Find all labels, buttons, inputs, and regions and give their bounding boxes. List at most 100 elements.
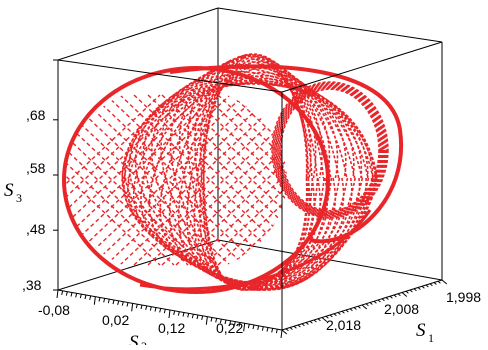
axis-tick [377, 299, 381, 303]
axis-tick [341, 310, 345, 314]
axis-tick [433, 282, 437, 285]
trajectory-outline-top [169, 64, 404, 244]
y-axis-label: S [129, 332, 139, 345]
axis-tick [309, 320, 313, 324]
axis-tick [289, 327, 293, 330]
z-axis-label: S [4, 180, 14, 201]
axis-tick [121, 301, 124, 306]
axis-tick [397, 293, 401, 297]
axis-tick [135, 304, 138, 309]
axis-tick [313, 319, 317, 323]
axis-tick [321, 317, 328, 322]
axis-ticks [53, 59, 448, 339]
y-tick-label: 0,22 [216, 320, 243, 336]
axis-tick [393, 294, 397, 298]
z-tick-label: ,68 [26, 107, 46, 123]
axis-tick [173, 310, 176, 315]
x-tick-label: 2,008 [384, 301, 419, 317]
trajectory-rear-loop [271, 81, 389, 219]
axis-tick [159, 308, 162, 313]
axis-tick [437, 280, 441, 284]
x-tick-label: 1,998 [446, 289, 481, 305]
z-tick-label: ,58 [26, 160, 46, 176]
z-axis-label-sub: 3 [16, 191, 22, 205]
box-edge [57, 7, 219, 61]
box-edge [57, 59, 283, 93]
axis-tick [65, 291, 68, 296]
axis-tick [89, 295, 92, 300]
y-tick-label: -0,08 [38, 302, 70, 318]
axis-tick [409, 289, 413, 293]
axis-tick [280, 329, 283, 339]
axis-tick [75, 293, 78, 298]
axis-tick [154, 307, 157, 312]
axis-tick [205, 316, 208, 325]
axis-tick [401, 292, 408, 297]
axis-tick [301, 323, 305, 327]
axis-tick [163, 309, 166, 314]
axis-tick [271, 328, 274, 333]
axis-tick [191, 314, 194, 319]
axis-tick [417, 287, 421, 290]
y-tick-label: 0,12 [158, 320, 185, 336]
axis-tick [84, 294, 87, 300]
axis-tick [168, 309, 171, 319]
axis-tick [425, 284, 429, 288]
axis-tick [229, 320, 232, 325]
axis-tick [345, 309, 349, 313]
axis-tick [369, 302, 373, 305]
axis-tick [182, 312, 185, 317]
axis-tick [305, 322, 309, 325]
axis-tick [187, 313, 190, 318]
axis-tick [238, 322, 241, 327]
axis-tick [333, 313, 337, 317]
axis-tick [243, 323, 246, 332]
z-tick-label: ,38 [22, 277, 42, 293]
axis-tick [145, 305, 148, 310]
axis-tick [61, 290, 64, 295]
axis-tick [261, 326, 264, 331]
axis-tick [70, 292, 73, 297]
z-tick-label: ,48 [26, 221, 46, 237]
axis-tick [56, 289, 59, 299]
axis-tick [357, 305, 361, 309]
axis-tick [196, 314, 199, 320]
axis-tick [112, 299, 115, 305]
axis-tick [281, 329, 288, 335]
axis-tick [149, 306, 152, 311]
axis-tick [353, 307, 357, 310]
axis-tick [325, 315, 329, 319]
box-edge [281, 41, 443, 93]
x-axis-label: S [416, 320, 426, 341]
axis-tick [297, 324, 301, 328]
axis-tick [266, 327, 269, 332]
trajectory-series [62, 53, 404, 294]
axis-tick [257, 325, 260, 330]
axis-tick [349, 308, 353, 312]
axis-tick [252, 324, 255, 330]
axis-tick [126, 302, 129, 307]
axis-tick [177, 311, 180, 316]
axis-tick [429, 283, 433, 287]
axis-tick [98, 297, 101, 302]
axis-tick [140, 304, 143, 310]
trajectory-outline-bottom [139, 209, 372, 291]
axis-tick [421, 285, 425, 289]
axis-tick [337, 312, 341, 315]
axis-tick [117, 300, 120, 305]
axis-tick [215, 318, 218, 323]
axis-tick [361, 304, 368, 310]
axis-tick [373, 300, 377, 304]
axis-tick [219, 319, 222, 324]
axis-tick [441, 279, 448, 285]
y-axis-label-sub: 2 [141, 339, 147, 345]
axis-tick [107, 299, 110, 304]
axis-tick [275, 329, 278, 334]
axis-tick [317, 318, 321, 322]
axis-tick [103, 298, 106, 303]
x-tick-label: 2,018 [326, 317, 361, 333]
axis-tick [247, 324, 250, 329]
y-tick-label: 0,02 [102, 312, 129, 328]
